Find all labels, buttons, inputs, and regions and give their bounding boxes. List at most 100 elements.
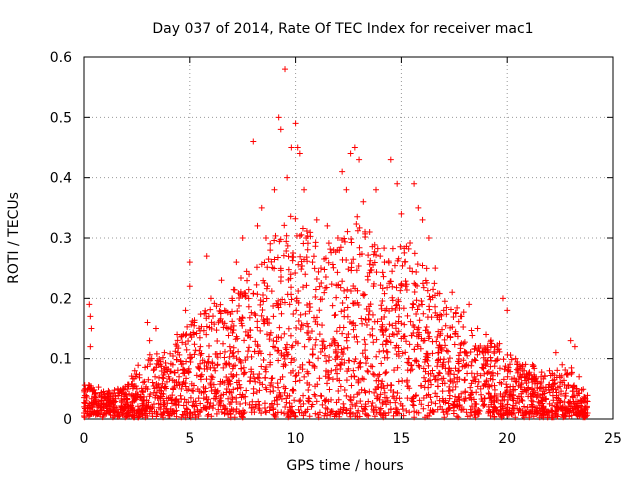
data-point [379,328,386,335]
data-point [451,341,458,348]
data-point-sample [267,247,274,254]
data-point [341,287,348,294]
data-point [316,307,323,314]
data-point [270,337,277,344]
data-point [234,308,241,315]
data-point [549,392,556,399]
data-point [250,385,257,392]
data-point [204,358,211,365]
data-point [503,381,510,388]
data-point [254,291,261,298]
data-point-sample [425,235,432,241]
data-point [156,374,163,381]
data-point [360,292,367,299]
data-point [504,401,511,408]
data-point [256,379,263,386]
data-point [467,348,474,355]
data-point [270,405,277,412]
data-point [392,302,399,309]
y-tick-label: 0.2 [50,291,72,307]
data-point [302,310,309,317]
data-point [373,409,380,416]
data-point-sample [571,343,578,350]
data-point [370,283,377,290]
data-point [208,384,215,391]
data-point [365,398,372,405]
data-point [347,288,354,295]
data-point [285,325,292,332]
data-point [443,304,450,311]
data-point [496,379,503,386]
data-point [195,395,202,402]
data-point [403,338,410,345]
data-point [334,375,341,382]
data-point [204,399,211,406]
data-point [92,394,99,401]
data-point [183,358,190,365]
data-point [241,369,248,376]
data-point [283,341,290,348]
data-point [354,414,361,421]
data-point [242,400,249,407]
data-point [399,262,406,269]
data-point [350,367,357,374]
data-point [403,379,410,386]
data-point [343,294,350,301]
data-point [300,400,307,407]
data-point [202,307,209,314]
data-point [295,287,302,294]
data-point [422,378,429,385]
data-point [98,397,105,404]
data-point [495,346,502,353]
data-point [310,314,317,321]
data-point [308,328,315,335]
data-point [141,378,148,385]
data-point [267,329,274,336]
data-point [105,393,112,400]
data-point [305,387,312,394]
data-point [217,402,224,409]
data-point [184,412,191,419]
data-point [471,356,478,363]
data-point [539,405,546,412]
data-point [454,378,461,385]
data-point [89,388,96,395]
data-point [487,363,494,370]
data-point [428,381,435,388]
data-point-sample [275,114,282,121]
data-point [203,396,210,403]
data-point [486,390,493,397]
data-point [298,321,305,328]
data-point [237,384,244,391]
data-point [423,279,430,286]
data-point [381,245,388,252]
data-point [384,284,391,291]
data-point [271,256,278,263]
data-point [504,408,511,415]
data-point [104,405,111,412]
data-point [352,355,359,362]
data-point [297,326,304,333]
data-point [271,237,278,244]
data-point [461,376,468,383]
data-point [130,393,137,400]
data-point [350,256,357,263]
data-point [452,383,459,390]
data-point [257,301,264,308]
data-point [434,290,441,297]
data-point [266,407,273,414]
data-point [348,239,355,246]
data-point [473,389,480,396]
data-point [549,408,556,415]
data-point [336,324,343,331]
data-point [249,398,256,405]
data-point [283,238,290,245]
data-point [366,307,373,314]
data-point [190,388,197,395]
data-point [346,410,353,417]
data-point [418,401,425,408]
data-point [452,330,459,337]
data-point-sample [161,349,168,356]
data-point [450,407,457,414]
data-point [404,383,411,390]
